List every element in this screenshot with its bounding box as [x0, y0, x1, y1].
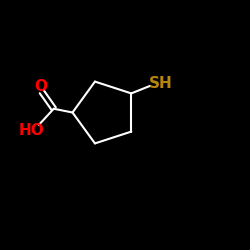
Text: SH: SH — [149, 76, 172, 92]
Text: HO: HO — [19, 123, 44, 138]
Text: O: O — [34, 79, 47, 94]
